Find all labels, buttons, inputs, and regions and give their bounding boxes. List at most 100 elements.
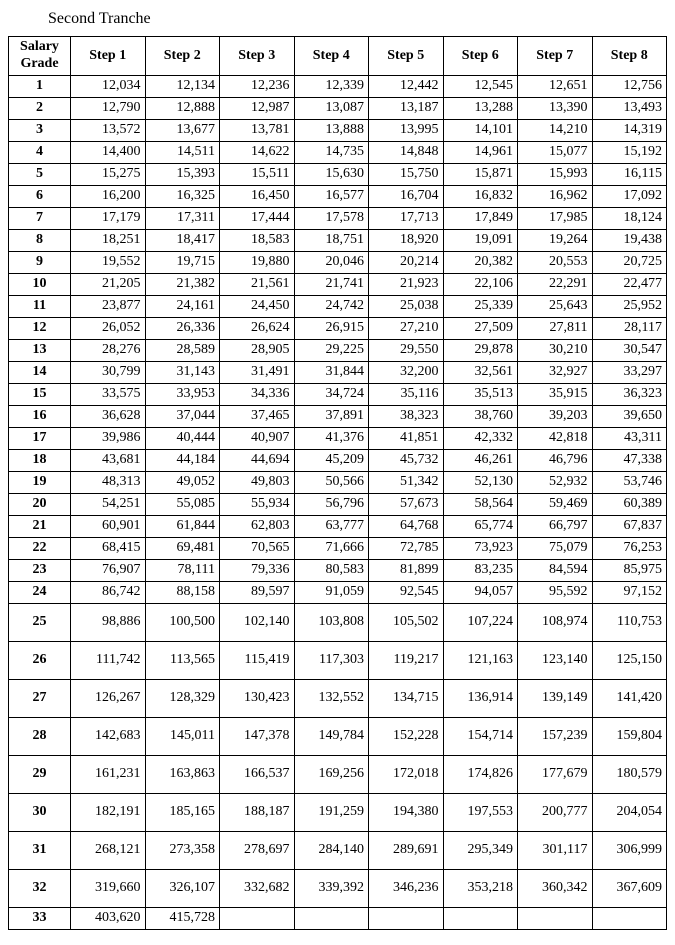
value-cell: 39,203 [518, 405, 593, 427]
value-cell: 44,694 [220, 449, 295, 471]
value-cell: 278,697 [220, 831, 295, 869]
value-cell: 58,564 [443, 493, 518, 515]
value-cell: 13,677 [145, 119, 220, 141]
value-cell: 26,336 [145, 317, 220, 339]
value-cell: 64,768 [369, 515, 444, 537]
value-cell: 60,389 [592, 493, 667, 515]
value-cell: 18,251 [71, 229, 146, 251]
grade-cell: 1 [9, 75, 71, 97]
value-cell: 51,342 [369, 471, 444, 493]
value-cell: 81,899 [369, 559, 444, 581]
value-cell: 30,799 [71, 361, 146, 383]
value-cell: 346,236 [369, 869, 444, 907]
value-cell: 17,713 [369, 207, 444, 229]
value-cell: 68,415 [71, 537, 146, 559]
value-cell: 12,756 [592, 75, 667, 97]
value-cell: 54,251 [71, 493, 146, 515]
value-cell: 21,561 [220, 273, 295, 295]
grade-cell: 26 [9, 641, 71, 679]
value-cell: 13,390 [518, 97, 593, 119]
value-cell: 71,666 [294, 537, 369, 559]
table-row: 1430,79931,14331,49131,84432,20032,56132… [9, 361, 667, 383]
value-cell: 49,052 [145, 471, 220, 493]
value-cell: 40,907 [220, 427, 295, 449]
value-cell: 33,575 [71, 383, 146, 405]
grade-cell: 25 [9, 603, 71, 641]
value-cell: 204,054 [592, 793, 667, 831]
value-cell: 41,851 [369, 427, 444, 449]
value-cell: 136,914 [443, 679, 518, 717]
value-cell: 21,205 [71, 273, 146, 295]
value-cell: 200,777 [518, 793, 593, 831]
value-cell: 19,264 [518, 229, 593, 251]
grade-cell: 8 [9, 229, 71, 251]
value-cell: 174,826 [443, 755, 518, 793]
value-cell: 41,376 [294, 427, 369, 449]
value-cell: 65,774 [443, 515, 518, 537]
value-cell: 84,594 [518, 559, 593, 581]
value-cell: 13,087 [294, 97, 369, 119]
grade-cell: 31 [9, 831, 71, 869]
value-cell: 194,380 [369, 793, 444, 831]
value-cell: 61,844 [145, 515, 220, 537]
table-row: 313,57213,67713,78113,88813,99514,10114,… [9, 119, 667, 141]
value-cell: 27,509 [443, 317, 518, 339]
grade-cell: 5 [9, 163, 71, 185]
value-cell: 132,552 [294, 679, 369, 717]
value-cell: 75,079 [518, 537, 593, 559]
value-cell: 16,832 [443, 185, 518, 207]
table-row: 2268,41569,48170,56571,66672,78573,92375… [9, 537, 667, 559]
value-cell: 185,165 [145, 793, 220, 831]
value-cell: 34,336 [220, 383, 295, 405]
table-row: 1226,05226,33626,62426,91527,21027,50927… [9, 317, 667, 339]
table-row: 1636,62837,04437,46537,89138,32338,76039… [9, 405, 667, 427]
table-row: 2376,90778,11179,33680,58381,89983,23584… [9, 559, 667, 581]
grade-cell: 21 [9, 515, 71, 537]
value-cell: 367,609 [592, 869, 667, 907]
table-header-row: Salary Grade Step 1 Step 2 Step 3 Step 4… [9, 37, 667, 76]
value-cell: 14,735 [294, 141, 369, 163]
grade-cell: 15 [9, 383, 71, 405]
value-cell: 16,325 [145, 185, 220, 207]
value-cell: 18,417 [145, 229, 220, 251]
table-row: 212,79012,88812,98713,08713,18713,28813,… [9, 97, 667, 119]
value-cell: 180,579 [592, 755, 667, 793]
table-row: 414,40014,51114,62214,73514,84814,96115,… [9, 141, 667, 163]
value-cell: 13,187 [369, 97, 444, 119]
value-cell: 27,210 [369, 317, 444, 339]
value-cell: 149,784 [294, 717, 369, 755]
grade-cell: 32 [9, 869, 71, 907]
value-cell: 113,565 [145, 641, 220, 679]
value-cell: 16,577 [294, 185, 369, 207]
value-cell [369, 907, 444, 929]
grade-cell: 9 [9, 251, 71, 273]
value-cell: 62,803 [220, 515, 295, 537]
value-cell: 22,291 [518, 273, 593, 295]
table-row: 1843,68144,18444,69445,20945,73246,26146… [9, 449, 667, 471]
value-cell: 134,715 [369, 679, 444, 717]
value-cell: 14,848 [369, 141, 444, 163]
table-row: 515,27515,39315,51115,63015,75015,87115,… [9, 163, 667, 185]
value-cell: 19,880 [220, 251, 295, 273]
value-cell: 123,140 [518, 641, 593, 679]
value-cell: 12,888 [145, 97, 220, 119]
value-cell: 115,419 [220, 641, 295, 679]
table-row: 1021,20521,38221,56121,74121,92322,10622… [9, 273, 667, 295]
value-cell: 20,046 [294, 251, 369, 273]
table-row: 32319,660326,107332,682339,392346,236353… [9, 869, 667, 907]
value-cell: 76,253 [592, 537, 667, 559]
value-cell: 29,878 [443, 339, 518, 361]
value-cell: 15,511 [220, 163, 295, 185]
value-cell: 289,691 [369, 831, 444, 869]
col-header-step5: Step 5 [369, 37, 444, 76]
value-cell: 24,450 [220, 295, 295, 317]
value-cell: 33,297 [592, 361, 667, 383]
value-cell: 13,288 [443, 97, 518, 119]
value-cell: 147,378 [220, 717, 295, 755]
value-cell: 45,209 [294, 449, 369, 471]
value-cell: 43,311 [592, 427, 667, 449]
value-cell: 98,886 [71, 603, 146, 641]
value-cell: 21,741 [294, 273, 369, 295]
grade-cell: 27 [9, 679, 71, 717]
value-cell: 76,907 [71, 559, 146, 581]
